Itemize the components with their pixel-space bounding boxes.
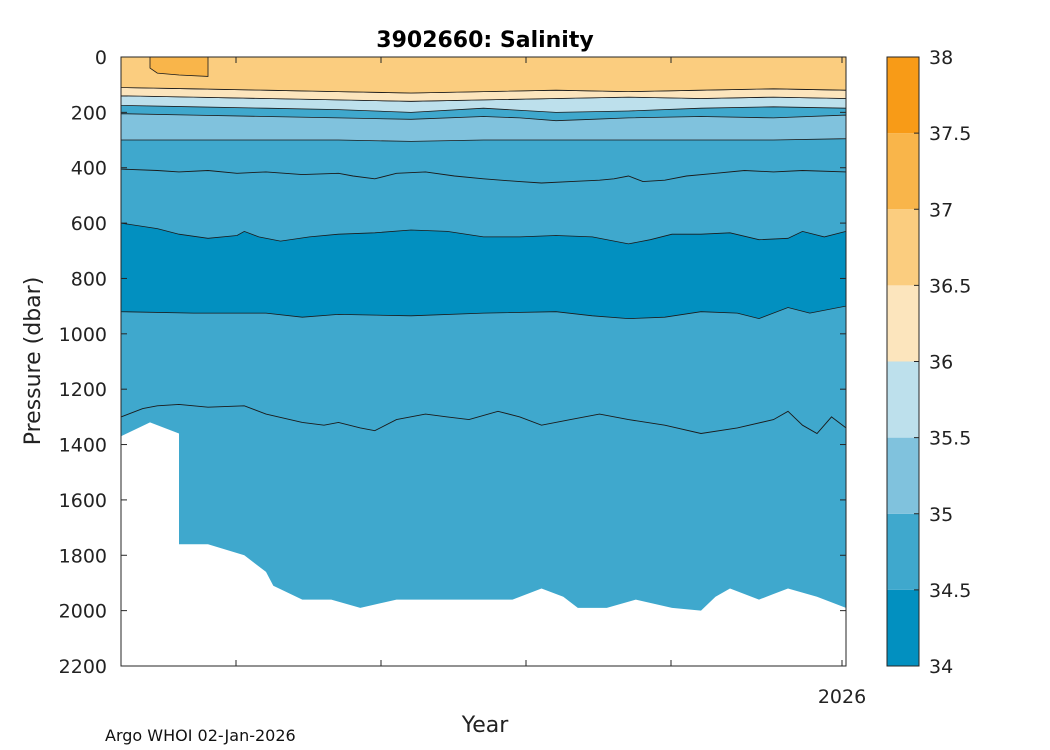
y-tick-label: 800 bbox=[71, 268, 107, 290]
x-tick-label: 2026 bbox=[818, 686, 866, 708]
colorbar-tick-label: 34.5 bbox=[929, 580, 971, 602]
colorbar-swatch bbox=[887, 589, 919, 666]
y-tick-label: 2200 bbox=[59, 656, 107, 678]
colorbar-tick-label: 37.5 bbox=[929, 123, 971, 145]
colorbar-tick-label: 37 bbox=[929, 199, 953, 221]
colorbar-tick-label: 36.5 bbox=[929, 275, 971, 297]
y-axis: 0 200 400 600 800 1000 1200 1400 1600 1800 2000 220… bbox=[59, 47, 846, 678]
plot-frame bbox=[120, 56, 847, 667]
colorbar-swatch bbox=[887, 513, 919, 590]
colorbar-swatch bbox=[887, 209, 919, 286]
x-axis-label: Year bbox=[461, 713, 510, 738]
colorbar-tick-label: 36 bbox=[929, 352, 953, 374]
contour-line-34.6 bbox=[120, 168, 847, 184]
credit-text: Argo WHOI 02-Jan-2026 bbox=[105, 726, 296, 745]
colorbar-swatch bbox=[887, 285, 919, 362]
y-tick-label: 2000 bbox=[59, 601, 107, 623]
colorbar-swatch bbox=[887, 437, 919, 514]
contour-band-37-37.5 bbox=[149, 56, 209, 77]
colorbar-swatch bbox=[887, 361, 919, 438]
contour-band-36.5-37 bbox=[120, 56, 847, 94]
chart-title: 3902660: Salinity bbox=[376, 28, 593, 53]
no-data-region bbox=[121, 422, 846, 666]
colorbar-tick-label: 38 bbox=[929, 47, 953, 69]
colorbar-tick-label: 34 bbox=[929, 656, 953, 678]
colorbar-swatch bbox=[887, 133, 919, 210]
y-tick-label: 400 bbox=[71, 158, 107, 180]
y-tick-label: 1000 bbox=[59, 324, 107, 346]
contour-line-34.8 bbox=[120, 403, 847, 435]
y-tick-label: 1400 bbox=[59, 435, 107, 457]
y-tick-label: 1800 bbox=[59, 545, 107, 567]
y-tick-label: 1600 bbox=[59, 490, 107, 512]
colorbar: 34 34.5 35 35.5 36 36.5 37 37.5 38 bbox=[886, 47, 971, 678]
y-tick-label: 200 bbox=[71, 102, 107, 124]
y-axis-label: Pressure (dbar) bbox=[21, 277, 46, 446]
contour-band-35-35.5 bbox=[120, 113, 847, 142]
x-axis: 2026 bbox=[235, 57, 866, 708]
contour-band-34-34.5 bbox=[120, 222, 847, 320]
y-tick-label: 1200 bbox=[59, 379, 107, 401]
y-tick-label: 600 bbox=[71, 213, 107, 235]
colorbar-tick-label: 35.5 bbox=[929, 428, 971, 450]
no-data-mask-group bbox=[121, 422, 846, 666]
colorbar-tick-label: 35 bbox=[929, 504, 953, 526]
y-tick-label: 0 bbox=[95, 47, 107, 69]
contour-line-group bbox=[120, 168, 847, 435]
colorbar-swatch bbox=[887, 57, 919, 134]
